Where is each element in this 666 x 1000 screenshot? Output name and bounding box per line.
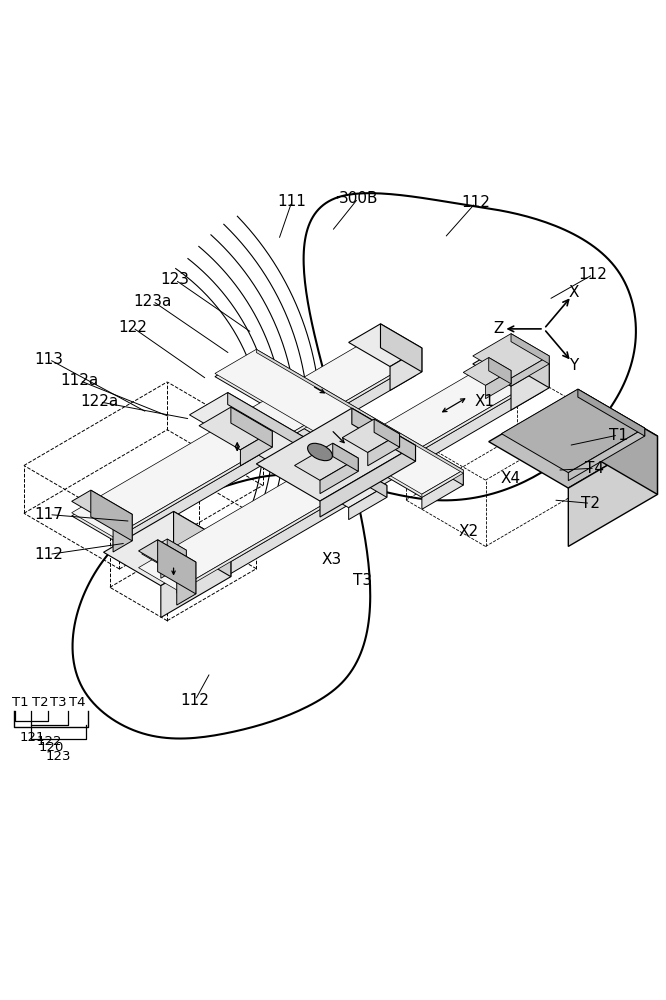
Polygon shape [380,324,422,372]
Polygon shape [374,419,400,447]
Text: X3: X3 [322,552,342,567]
Text: T2: T2 [31,696,48,709]
Polygon shape [505,354,543,380]
Polygon shape [139,540,196,573]
Text: T3: T3 [353,573,372,588]
Text: 111: 111 [278,194,306,209]
Polygon shape [578,389,645,436]
Text: Y: Y [569,358,579,373]
Polygon shape [199,407,272,450]
Polygon shape [215,352,464,497]
Polygon shape [72,340,416,540]
Polygon shape [374,340,416,376]
Polygon shape [256,349,464,473]
Polygon shape [349,485,387,520]
Text: 112: 112 [579,267,607,282]
Text: 122a: 122a [81,394,119,409]
Polygon shape [578,390,657,494]
Polygon shape [167,539,186,563]
Text: 112a: 112a [61,373,99,388]
Polygon shape [215,349,464,494]
Text: 120: 120 [39,741,64,754]
Polygon shape [511,364,549,410]
Polygon shape [113,514,132,552]
Text: T4: T4 [585,461,605,476]
Polygon shape [374,336,416,364]
Polygon shape [176,380,543,605]
Polygon shape [422,470,464,497]
Text: T3: T3 [50,696,67,709]
Text: 123: 123 [46,750,71,763]
Polygon shape [422,473,464,509]
Polygon shape [349,324,422,367]
Polygon shape [368,434,400,466]
Polygon shape [294,443,358,480]
Polygon shape [511,356,549,386]
Text: T1: T1 [11,696,28,709]
Text: X: X [569,285,579,300]
Polygon shape [320,458,358,494]
Polygon shape [158,540,196,594]
Polygon shape [174,511,231,577]
Polygon shape [511,334,549,364]
Ellipse shape [308,443,332,461]
Text: 123: 123 [161,272,190,287]
Text: T4: T4 [69,696,85,709]
Polygon shape [161,545,231,618]
Polygon shape [190,393,387,508]
Polygon shape [568,428,645,481]
Polygon shape [342,419,400,453]
Polygon shape [320,445,416,517]
Text: 112: 112 [35,547,63,562]
Polygon shape [139,354,543,590]
Polygon shape [505,357,543,391]
Polygon shape [240,431,272,466]
Polygon shape [176,562,196,605]
Text: T1: T1 [609,428,627,443]
Polygon shape [333,443,358,471]
Polygon shape [473,342,549,386]
Polygon shape [511,342,549,388]
Polygon shape [161,550,186,578]
Text: X4: X4 [501,471,521,486]
Polygon shape [489,358,511,384]
Polygon shape [176,376,543,593]
Text: Z: Z [494,321,503,336]
Polygon shape [142,539,186,565]
Polygon shape [473,334,549,378]
Polygon shape [103,511,231,586]
Text: 113: 113 [35,352,64,367]
Polygon shape [501,389,645,473]
Polygon shape [568,436,657,546]
Polygon shape [352,408,416,461]
Text: T2: T2 [581,496,600,511]
Text: X1: X1 [474,394,494,409]
Text: 121: 121 [19,731,45,744]
Text: 122: 122 [119,320,147,335]
Text: 123a: 123a [133,294,172,309]
Text: 300B: 300B [338,191,378,206]
Text: 112: 112 [461,195,490,210]
Polygon shape [113,360,416,540]
Text: 112: 112 [180,693,210,708]
Polygon shape [464,358,511,385]
Text: 117: 117 [35,507,63,522]
Polygon shape [139,357,543,593]
Text: X2: X2 [459,524,479,539]
Polygon shape [91,490,132,541]
Text: 122: 122 [37,735,62,748]
Polygon shape [486,371,511,399]
Polygon shape [390,348,422,390]
Polygon shape [256,352,464,485]
Polygon shape [489,390,657,488]
Polygon shape [113,364,416,552]
Polygon shape [256,408,416,501]
Polygon shape [72,336,416,537]
Polygon shape [231,407,272,447]
Polygon shape [228,393,387,497]
Polygon shape [72,490,132,525]
